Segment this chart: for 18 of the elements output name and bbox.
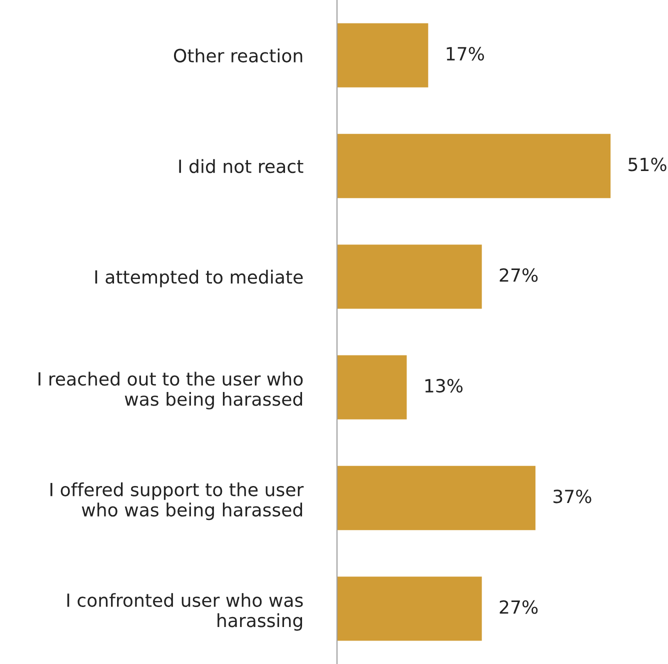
bar bbox=[337, 466, 536, 530]
data-label: 27% bbox=[500, 600, 538, 614]
data-label: 27% bbox=[500, 268, 538, 282]
data-label: 51% bbox=[628, 158, 666, 172]
y-tick-label: I reached out to the user who was being harassed bbox=[38, 372, 303, 410]
bar bbox=[337, 23, 428, 88]
y-tick-label: I did not react bbox=[179, 159, 304, 174]
data-label: 13% bbox=[425, 378, 463, 393]
y-tick-label: I offered support to the user who was being harassed bbox=[50, 482, 304, 520]
bar bbox=[337, 134, 611, 198]
y-tick-label: I attempted to mediate bbox=[95, 270, 303, 288]
bar bbox=[337, 355, 407, 420]
y-tick-label: I confronted user who was harassing bbox=[67, 593, 303, 631]
data-label: 37% bbox=[554, 490, 592, 504]
bar bbox=[337, 576, 482, 641]
data-label: 17% bbox=[446, 46, 484, 61]
bar bbox=[337, 244, 482, 309]
y-tick-label: Other reaction bbox=[174, 48, 302, 62]
